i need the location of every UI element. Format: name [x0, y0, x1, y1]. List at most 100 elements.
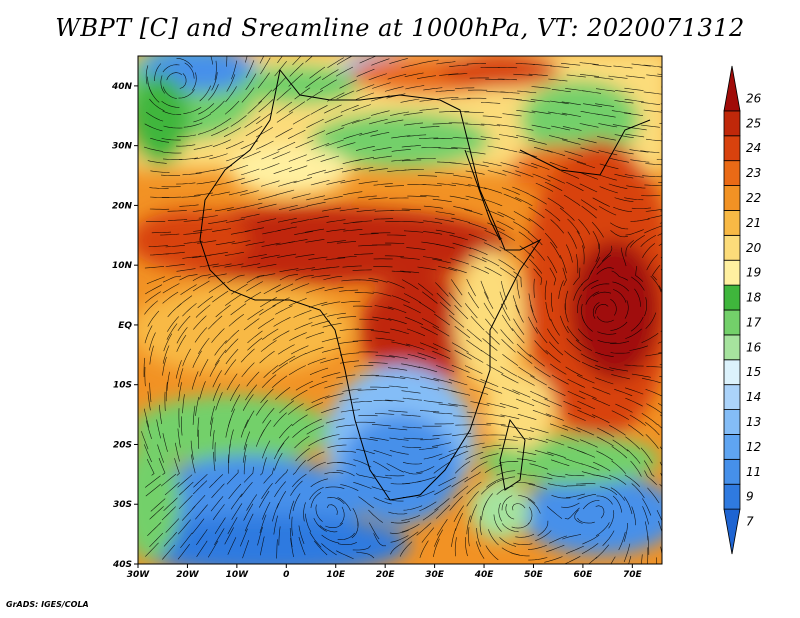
streamline [513, 271, 522, 288]
streamline [580, 269, 593, 286]
streamline [166, 72, 183, 81]
streamline [176, 334, 187, 352]
streamline [601, 245, 613, 262]
streamline [320, 407, 340, 414]
streamline [262, 440, 271, 459]
streamline [484, 199, 503, 207]
streamline [642, 506, 649, 525]
colorbar-label: 12 [746, 440, 761, 454]
streamline [240, 348, 255, 363]
streamline [209, 474, 224, 489]
streamline [611, 460, 626, 474]
streamline [164, 482, 180, 496]
streamline [423, 400, 443, 404]
streamline [417, 352, 436, 360]
streamline [579, 183, 598, 193]
streamline [549, 100, 569, 105]
streamline [241, 168, 260, 176]
streamline [178, 494, 193, 510]
streamline [574, 509, 583, 524]
streamline [609, 367, 629, 372]
streamline [450, 258, 469, 265]
streamline [227, 274, 245, 283]
streamline [643, 64, 662, 68]
streamline [592, 387, 611, 395]
streamline [500, 414, 520, 420]
streamline [257, 317, 275, 329]
colorbar-bottom-arrow [723, 508, 741, 555]
streamline [309, 215, 329, 220]
streamline [432, 123, 452, 125]
streamline [307, 130, 326, 139]
streamline [226, 177, 245, 184]
streamline [244, 513, 254, 532]
streamline [516, 99, 536, 103]
streamline [560, 315, 569, 334]
streamline [563, 556, 581, 564]
streamline [339, 328, 359, 331]
streamline [176, 268, 196, 272]
streamline [351, 117, 371, 124]
streamline [515, 197, 533, 207]
streamline [576, 161, 596, 169]
streamline [356, 551, 375, 559]
colorbar-bin [723, 309, 741, 336]
streamline [224, 338, 239, 353]
streamline [432, 258, 451, 264]
streamline [308, 301, 328, 308]
streamline [160, 174, 181, 176]
streamline [400, 98, 420, 103]
streamline [496, 470, 516, 476]
streamline [656, 557, 658, 564]
streamline [499, 291, 508, 310]
streamline [149, 98, 165, 112]
streamline [146, 420, 152, 439]
streamline [635, 265, 644, 282]
streamline [211, 483, 225, 499]
streamline [656, 509, 662, 522]
streamline [423, 231, 443, 235]
streamline [293, 310, 312, 318]
streamline [595, 303, 609, 314]
streamline [624, 364, 644, 367]
colorbar-label: 15 [746, 365, 761, 379]
streamline [470, 401, 490, 406]
streamline [165, 251, 185, 255]
streamline [545, 438, 565, 446]
streamline [454, 461, 471, 474]
streamline [326, 219, 346, 223]
streamline [145, 542, 159, 557]
streamline [276, 101, 293, 114]
lat-tick-label: 30S [113, 500, 132, 510]
colorbar-label: 26 [746, 91, 762, 105]
streamline [144, 325, 153, 344]
streamline [545, 349, 561, 363]
colorbar-bin [723, 259, 741, 286]
streamline [399, 541, 413, 557]
streamline [499, 246, 517, 258]
streamline [191, 371, 199, 390]
streamline [261, 180, 280, 187]
streamline [650, 275, 662, 293]
streamline [566, 181, 584, 192]
streamline [611, 270, 629, 281]
streamline [483, 242, 502, 252]
streamline [315, 504, 323, 522]
streamline [599, 163, 619, 170]
streamline [212, 290, 229, 303]
streamline [550, 363, 567, 375]
streamline [245, 60, 255, 78]
streamline [551, 292, 554, 312]
streamline [260, 57, 271, 75]
streamline [597, 339, 617, 344]
streamline [563, 400, 582, 410]
streamline [435, 229, 455, 235]
streamline [528, 557, 548, 561]
streamline [370, 386, 390, 388]
streamline [631, 373, 651, 378]
streamline [464, 303, 478, 319]
streamline [609, 475, 627, 485]
streamline [547, 175, 566, 184]
streamline [355, 156, 375, 162]
streamline [448, 379, 468, 386]
